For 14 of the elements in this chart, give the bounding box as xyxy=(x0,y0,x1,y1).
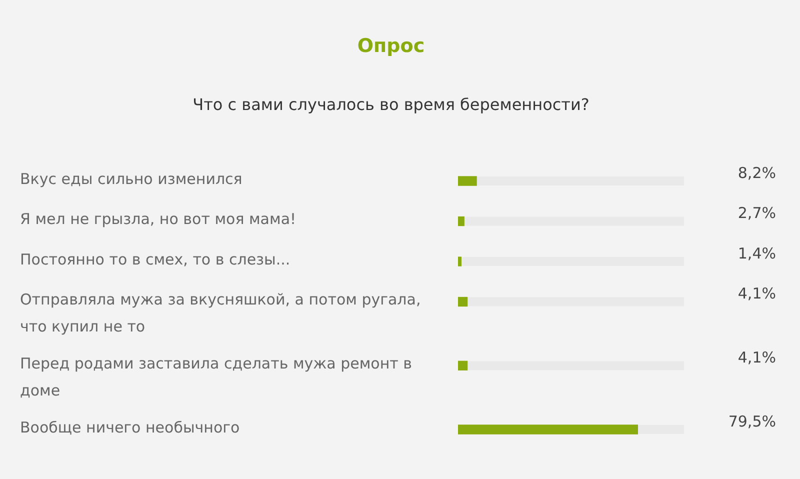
y-tick-label: Вкус еды сильно изменился xyxy=(20,170,242,188)
y-tick-label: Постоянно то в смех, то в слезы... xyxy=(20,250,290,268)
y-tick-label: Вообще ничего необычного xyxy=(20,418,240,436)
data-label: 4,1% xyxy=(738,284,776,303)
y-tick-label: Отправляла мужа за вкусняшкой, а потом ругала, что купил не то xyxy=(20,290,421,336)
data-label: 2,7% xyxy=(738,204,776,222)
chart-title: Опрос xyxy=(357,34,425,57)
data-label: 8,2% xyxy=(738,164,776,182)
data-label: 1,4% xyxy=(738,244,776,262)
y-tick-label: Я мел не грызла, но вот моя мама! xyxy=(20,210,296,228)
data-label: 4,1% xyxy=(738,348,776,367)
chart-subtitle: Что с вами случалось во время беременности? xyxy=(192,95,590,114)
y-tick-label: Перед родами заставила сделать мужа ремонт в доме xyxy=(20,354,412,400)
data-label: 79,5% xyxy=(728,412,776,430)
